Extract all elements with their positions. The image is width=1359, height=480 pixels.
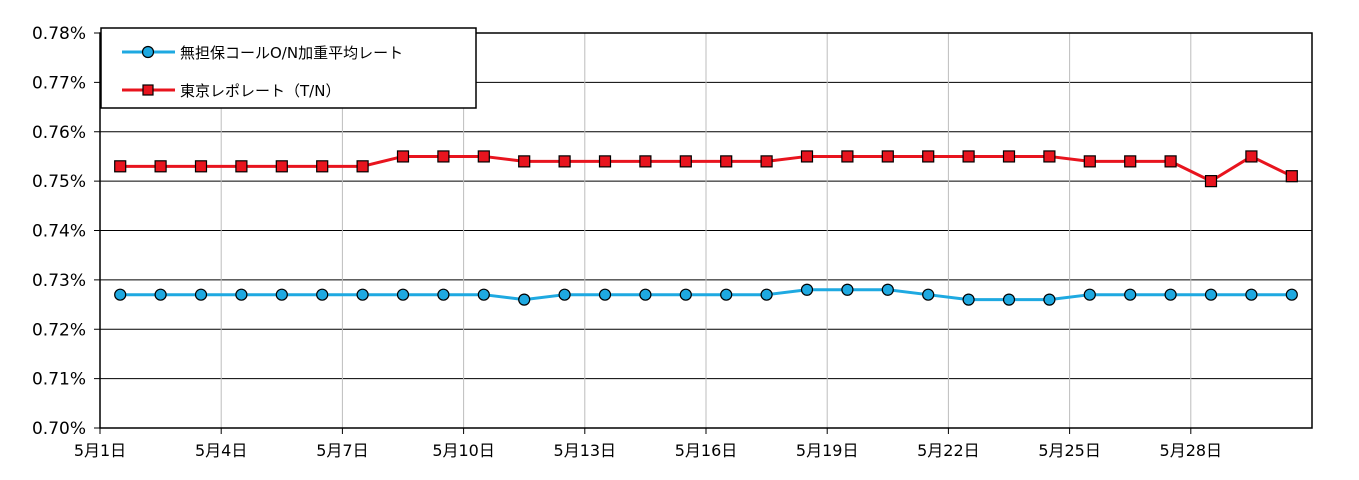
legend-box — [100, 27, 477, 109]
series-1-point — [1285, 288, 1298, 301]
series-1-point — [800, 283, 814, 296]
series-2-point — [437, 150, 450, 163]
series-1-point — [760, 288, 773, 301]
series-2-point — [760, 155, 773, 168]
series-2-point — [1164, 155, 1177, 168]
series-2-point — [396, 150, 410, 163]
y-tick-label: 0.76% — [32, 123, 86, 143]
series-1-point — [598, 288, 612, 301]
series-1-point — [962, 293, 975, 306]
series-2-point — [1245, 150, 1258, 163]
series-1-point — [437, 288, 450, 301]
y-tick-label: 0.71% — [32, 370, 86, 390]
series-1-point — [1002, 293, 1016, 306]
legend-marker-series-1 — [141, 45, 155, 59]
series-1-point — [679, 288, 692, 301]
y-tick-label: 0.78% — [32, 24, 86, 44]
series-2-point — [841, 150, 854, 163]
series-1-point — [1083, 288, 1096, 301]
series-1-point — [922, 288, 935, 301]
y-tick-label: 0.72% — [32, 320, 86, 340]
x-tick-label: 5月7日 — [316, 441, 368, 460]
series-2-point — [598, 155, 612, 168]
series-1-point — [639, 288, 652, 301]
series-2-point — [962, 150, 975, 163]
series-layer — [114, 150, 1298, 306]
series-1-point — [881, 283, 894, 296]
series-1-point — [235, 288, 248, 301]
x-tick-label: 5月10日 — [432, 441, 495, 460]
series-2-point — [881, 150, 894, 163]
series-1-point — [720, 288, 733, 301]
x-tick-label: 5月25日 — [1038, 441, 1101, 460]
legend-label-series-2: 東京レポレート（T/N） — [180, 82, 340, 100]
series-2-point — [316, 160, 329, 173]
series-2-point — [1043, 150, 1056, 163]
series-2-point — [356, 160, 369, 173]
legend: 無担保コールO/N加重平均レート 東京レポレート（T/N） — [100, 27, 477, 109]
y-axis-ticks: 0.78% 0.77% 0.76% 0.75% 0.74% 0.73% 0.72% 0.71%… — [32, 24, 100, 439]
series-2-point — [1204, 175, 1218, 188]
series-1-point — [1204, 288, 1218, 301]
series-2-point — [922, 150, 935, 163]
series-1-point — [1245, 288, 1258, 301]
series-2-point — [518, 155, 531, 168]
series-1 — [114, 283, 1298, 306]
series-2-point — [154, 160, 167, 173]
series-2-point — [194, 160, 208, 173]
series-1-point — [477, 288, 490, 301]
series-1-line — [120, 288, 1292, 302]
x-tick-label: 5月19日 — [796, 441, 859, 460]
legend-label-series-1: 無担保コールO/N加重平均レート — [180, 44, 403, 62]
series-2 — [114, 150, 1298, 188]
x-tick-label: 5月13日 — [554, 441, 617, 460]
x-tick-label: 5月16日 — [675, 441, 738, 460]
x-tick-label: 5月22日 — [917, 441, 980, 460]
series-2-point — [1124, 155, 1137, 168]
series-2-point — [235, 160, 248, 173]
series-1-point — [154, 288, 167, 301]
series-1-point — [1124, 288, 1137, 301]
y-tick-label: 0.75% — [32, 172, 86, 192]
y-tick-label: 0.74% — [32, 222, 86, 242]
series-1-point — [1164, 288, 1177, 301]
x-axis-ticks: 5月1日 5月4日 5月7日 5月10日 5月13日 5月16日 5月19日 5月22日 5月2… — [74, 428, 1222, 460]
x-tick-label: 5月1日 — [74, 441, 126, 460]
series-1-point — [558, 288, 571, 301]
series-2-point — [639, 155, 652, 168]
series-1-point — [114, 288, 127, 301]
series-2-point — [275, 160, 288, 173]
y-tick-label: 0.73% — [32, 271, 86, 291]
series-1-point — [518, 293, 531, 306]
y-tick-label: 0.77% — [32, 73, 86, 93]
series-2-point — [1002, 150, 1016, 163]
series-2-line — [120, 154, 1293, 183]
series-1-point — [1043, 293, 1056, 306]
legend-marker-series-2 — [142, 84, 154, 96]
series-2-point — [1285, 170, 1298, 183]
x-tick-label: 5月28日 — [1160, 441, 1223, 460]
y-tick-label: 0.70% — [32, 419, 86, 439]
series-1-point — [275, 288, 288, 301]
series-2-point — [477, 150, 490, 163]
series-1-point — [841, 283, 854, 296]
series-1-point — [356, 288, 369, 301]
series-2-point — [679, 155, 692, 168]
series-2-point — [1083, 155, 1096, 168]
series-2-point — [114, 160, 127, 173]
series-1-point — [194, 288, 208, 301]
series-2-point — [558, 155, 571, 168]
x-tick-label: 5月4日 — [195, 441, 247, 460]
series-2-point — [800, 150, 814, 163]
series-1-point — [316, 288, 329, 301]
series-2-point — [720, 155, 733, 168]
series-1-point — [396, 288, 410, 301]
